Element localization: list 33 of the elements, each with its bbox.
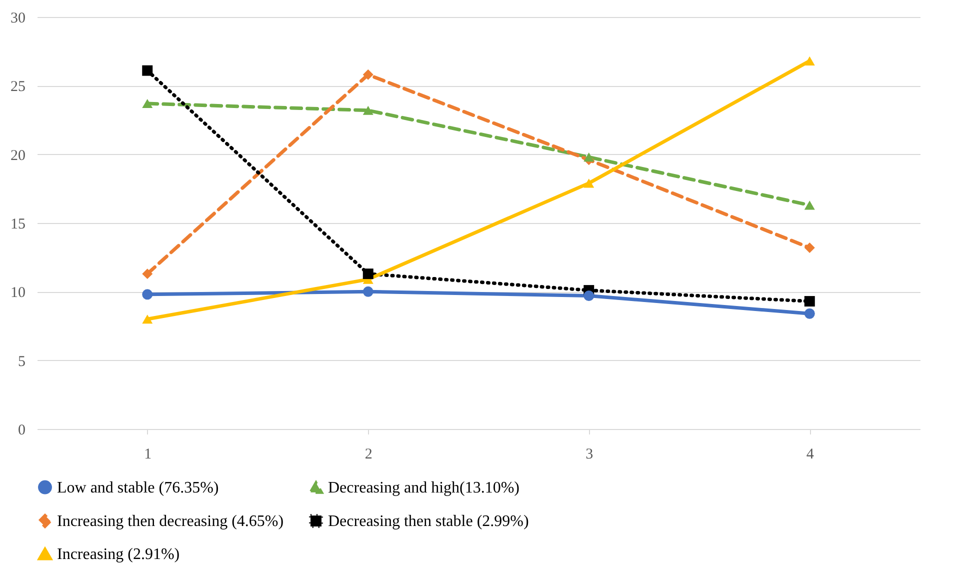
point bbox=[584, 178, 594, 188]
point bbox=[362, 106, 374, 115]
point bbox=[804, 200, 815, 210]
point bbox=[362, 69, 374, 80]
point bbox=[142, 98, 153, 108]
y-tick-label: 20 bbox=[10, 148, 26, 164]
point bbox=[142, 314, 153, 324]
x-tick-label: 2 bbox=[364, 446, 372, 462]
legend-label: Decreasing and high(13.10%) bbox=[328, 480, 520, 497]
legend-label: Decreasing then stable (2.99%) bbox=[328, 513, 529, 530]
y-tick-label: 0 bbox=[18, 422, 26, 438]
point bbox=[142, 65, 153, 76]
point bbox=[142, 289, 153, 300]
point bbox=[362, 268, 374, 280]
y-tick-label: 30 bbox=[10, 10, 26, 26]
point bbox=[584, 152, 594, 162]
x-tick-label: 4 bbox=[806, 446, 814, 462]
point bbox=[804, 308, 815, 319]
point bbox=[804, 296, 815, 307]
point bbox=[804, 242, 815, 253]
point bbox=[142, 268, 153, 280]
y-tick-label: 25 bbox=[10, 79, 26, 96]
x-tick-label: 3 bbox=[586, 446, 594, 462]
legend-label: Low and stable (76.35%) bbox=[57, 479, 219, 496]
y-tick-label: 5 bbox=[18, 354, 26, 370]
x-tick-label: 1 bbox=[144, 446, 152, 462]
legend-label: Increasing (2.91%) bbox=[57, 546, 180, 563]
point bbox=[804, 56, 815, 66]
legend-label: Increasing then decreasing (4.65%) bbox=[57, 513, 284, 530]
y-tick-label: 15 bbox=[10, 216, 26, 232]
point bbox=[362, 286, 374, 297]
point bbox=[584, 290, 594, 302]
y-tick-label: 10 bbox=[10, 285, 26, 302]
